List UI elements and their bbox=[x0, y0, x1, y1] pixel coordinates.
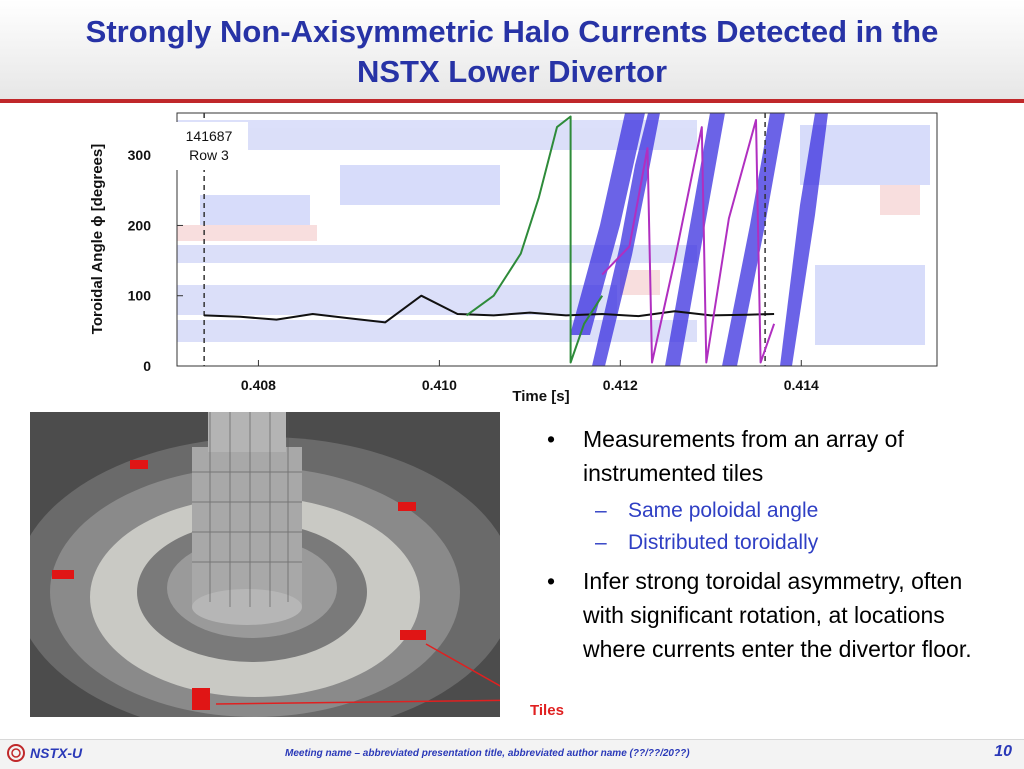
tile-gaps bbox=[192, 412, 302, 607]
y-tick-label: 300 bbox=[128, 147, 152, 163]
bullet-text: Measurements from an array of instrument… bbox=[583, 426, 904, 486]
brand-name: NSTX-U bbox=[30, 745, 83, 761]
center-stack bbox=[192, 447, 302, 607]
bullet-dot: • bbox=[547, 568, 556, 594]
sub-bullet-item: – Distributed toroidally bbox=[545, 526, 1005, 560]
sub-bullet-text: Distributed toroidally bbox=[628, 531, 819, 554]
sub-bullet-dash: – bbox=[595, 531, 607, 554]
row-label: Row 3 bbox=[189, 147, 229, 163]
footer-bar bbox=[0, 739, 1024, 769]
divertor-photo bbox=[30, 412, 500, 717]
bullet-dot: • bbox=[547, 426, 556, 452]
x-tick-label: 0.408 bbox=[241, 377, 276, 393]
sub-bullet-item: – Same poloidal angle bbox=[545, 494, 1005, 528]
heatmap-background bbox=[177, 113, 930, 366]
tile-marker bbox=[400, 630, 426, 640]
bullet-list: • Measurements from an array of instrume… bbox=[545, 422, 1005, 672]
shot-number: 141687 bbox=[186, 128, 233, 144]
tile-marker bbox=[130, 460, 148, 469]
x-axis-label: Time [s] bbox=[512, 388, 569, 405]
bullet-text: Infer strong toroidal asymmetry, often w… bbox=[583, 568, 972, 662]
x-tick-label: 0.410 bbox=[422, 377, 457, 393]
y-tick-label: 200 bbox=[128, 217, 152, 233]
series-line bbox=[204, 294, 775, 324]
bullet-item: • Measurements from an array of instrume… bbox=[545, 422, 1005, 490]
title-bar bbox=[0, 0, 1024, 100]
y-tick-label: 100 bbox=[128, 288, 152, 304]
title-divider bbox=[0, 99, 1024, 103]
nstx-logo-icon bbox=[7, 744, 25, 762]
tile-marker bbox=[192, 688, 210, 710]
halo-current-chart: 0.408 0.410 0.412 0.414 0 100 200 300 141687 Ro… bbox=[89, 112, 938, 405]
series-line bbox=[465, 115, 604, 364]
y-axis-label: Toroidal Angle ϕ [degrees] bbox=[89, 144, 106, 334]
tile-marker bbox=[52, 570, 74, 579]
meeting-info: Meeting name – abbreviated presentation … bbox=[285, 748, 690, 759]
page-number: 10 bbox=[994, 743, 1012, 760]
tiles-pointer-lines bbox=[215, 643, 500, 705]
slide-title: Strongly Non-Axisymmetric Halo Currents … bbox=[20, 12, 1004, 92]
sub-bullet-dash: – bbox=[595, 499, 607, 522]
tiles-label: Tiles bbox=[530, 702, 564, 719]
x-tick-label: 0.414 bbox=[784, 377, 819, 393]
center-stack-top bbox=[208, 412, 286, 452]
x-tick-label: 0.412 bbox=[603, 377, 638, 393]
series-line bbox=[601, 119, 776, 364]
y-tick-label: 0 bbox=[143, 358, 151, 374]
instrumented-tiles bbox=[52, 460, 426, 710]
center-stack-base bbox=[192, 589, 302, 625]
slide-title-line-1: Strongly Non-Axisymmetric Halo Currents … bbox=[85, 14, 939, 49]
sub-bullet-text: Same poloidal angle bbox=[628, 499, 819, 522]
slide-title-line-2: NSTX Lower Divertor bbox=[356, 54, 668, 89]
shot-annotation-box bbox=[170, 122, 248, 170]
tile-marker bbox=[398, 502, 416, 511]
plot-frame bbox=[176, 112, 938, 367]
bullet-item: • Infer strong toroidal asymmetry, often… bbox=[545, 564, 1005, 666]
